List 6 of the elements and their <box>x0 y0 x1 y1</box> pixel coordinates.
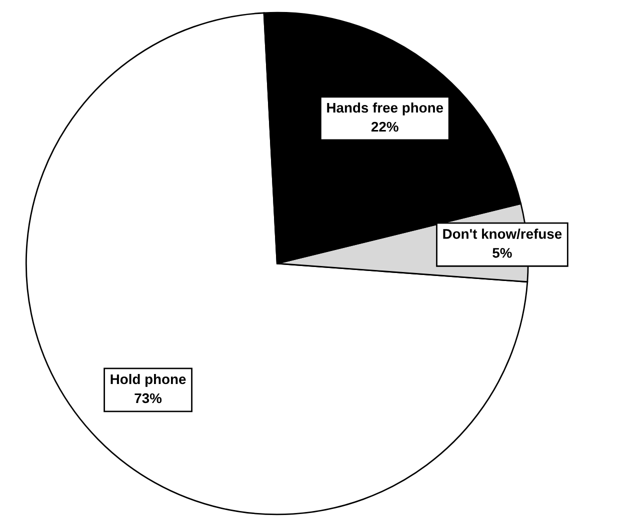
slice-label: Hold phone <box>110 374 186 387</box>
data-label: 73% <box>134 393 162 404</box>
slice-label: Hands free phone <box>327 102 444 116</box>
data-label: 5% <box>492 248 512 258</box>
slice-label: Don't know/refuse <box>443 228 562 239</box>
data-label: 22% <box>371 122 398 132</box>
